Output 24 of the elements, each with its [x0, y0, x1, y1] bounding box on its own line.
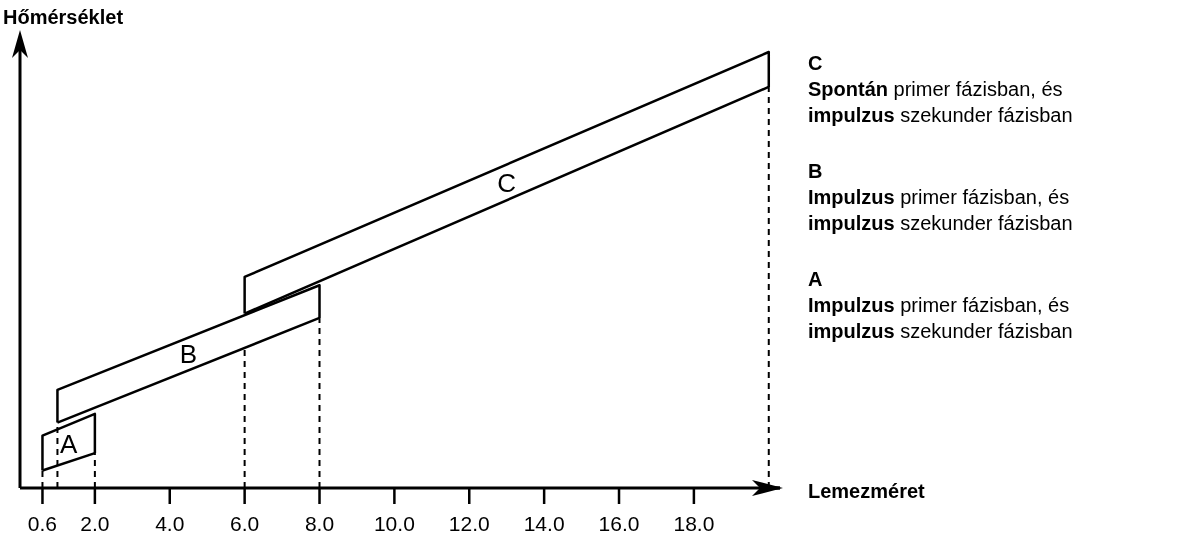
text: Impulzus primer fázisban, és — [808, 294, 1070, 316]
y-axis-title: Hőmérséklet — [3, 6, 124, 29]
x-tick-label: 16.0 — [598, 511, 640, 535]
text: C — [808, 51, 824, 76]
text: impulzus szekunder fázisban — [808, 320, 1073, 342]
text: impulzus szekunder fázisban — [808, 104, 1073, 126]
series-label: A — [60, 428, 78, 459]
text: Spontán primer fázisban, és — [808, 78, 1063, 100]
series-label: C — [497, 167, 517, 198]
text: impulzus szekunder fázisban — [808, 212, 1073, 234]
x-tick-label: 2.0 — [80, 511, 110, 535]
x-tick-label: 6.0 — [230, 511, 260, 535]
x-tick-label: 4.0 — [155, 511, 185, 535]
x-tick-label: 10.0 — [373, 511, 415, 535]
text: A — [808, 267, 824, 292]
text: B — [808, 159, 824, 184]
x-tick-label: 8.0 — [304, 511, 335, 535]
x-tick-label: 14.0 — [523, 511, 565, 535]
series-label: B — [179, 339, 198, 370]
text: Impulzus primer fázisban, és — [808, 186, 1070, 208]
x-axis-title: Lemezméret — [808, 480, 925, 503]
x-tick-label: 18.0 — [673, 511, 715, 535]
x-tick-label: 12.0 — [448, 511, 490, 535]
x-tick-label: 0.6 — [27, 511, 58, 535]
